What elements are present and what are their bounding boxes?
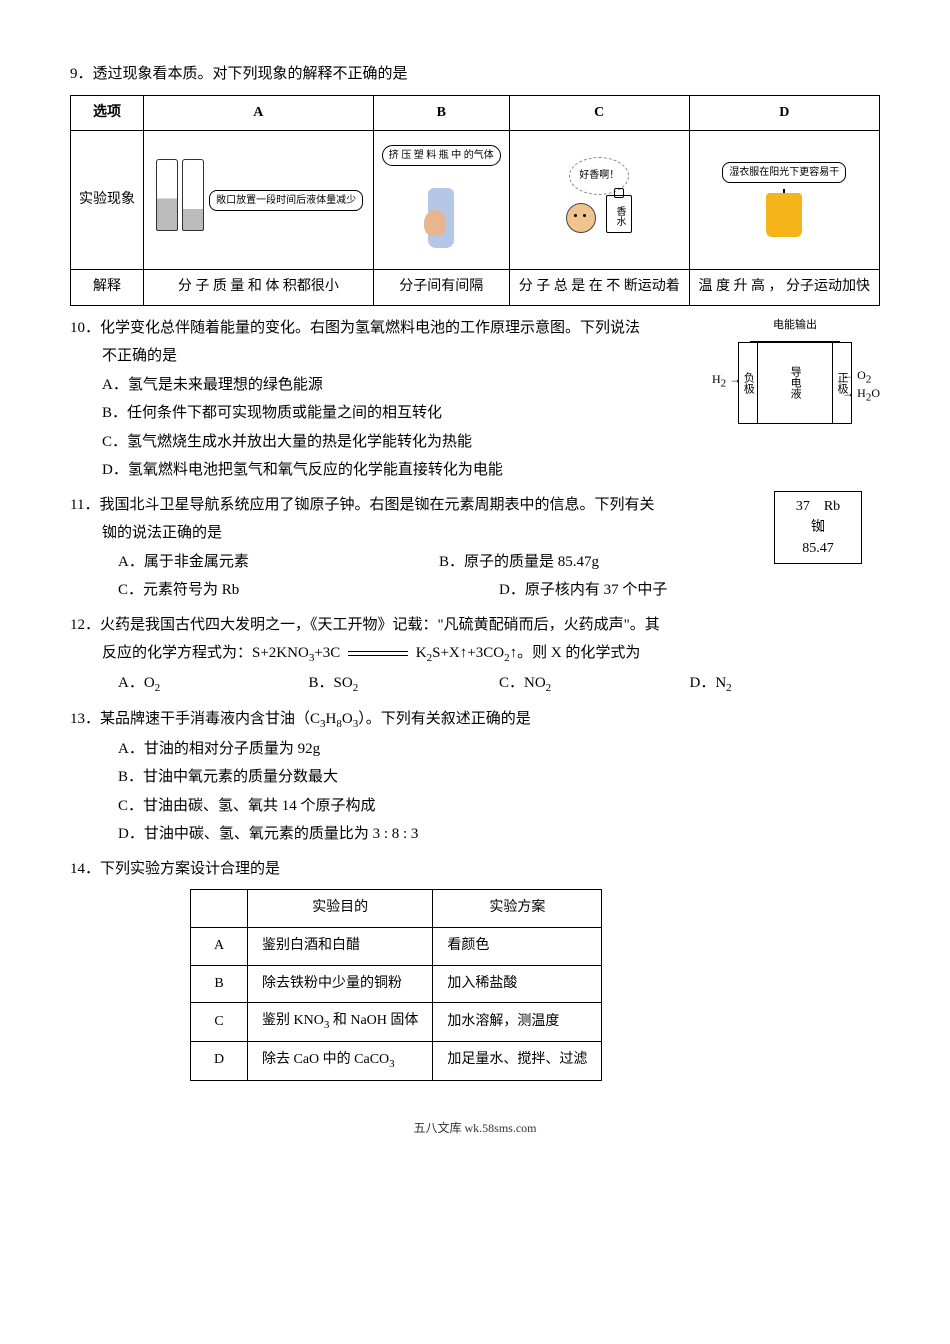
page-footer: 五八文库 wk.58sms.com	[70, 1117, 880, 1140]
fc-box: 负极 导电液 正极	[738, 342, 852, 424]
img-cell-D: 湿衣服在阳光下更容易干	[689, 131, 879, 270]
q10-optC: C．氢气燃烧生成水并放出大量的热是化学能转化为热能	[70, 428, 880, 457]
q13-text: 13．某品牌速干手消毒液内含甘油（C3H8O3）。下列有关叙述正确的是	[70, 711, 531, 727]
plan-h2: 实验目的	[248, 890, 433, 928]
img-cell-C: 好香啊！ 香水	[509, 131, 689, 270]
question-10: 电能输出 负极 导电液 正极 H2 → ← O2→ H2O 10．化学变化总伴随…	[70, 314, 880, 485]
plan-h3: 实验方案	[433, 890, 602, 928]
q11-text: 11．我国北斗卫星导航系统应用了铷原子钟。右图是铷在元素周期表中的信息。下列有关	[70, 497, 654, 513]
plan-C-purpose: 鉴别 KNO3 和 NaOH 固体	[248, 1003, 433, 1042]
q12-optA: A．O2	[118, 669, 309, 699]
question-9: 9．透过现象看本质。对下列现象的解释不正确的是	[70, 60, 880, 89]
explain-D: 温 度 升 高 ， 分子运动加快	[689, 270, 879, 306]
q13-optA: A．甘油的相对分子质量为 92g	[70, 735, 880, 764]
elem-line1: 37 Rb	[775, 496, 861, 517]
table-row: 解释 分 子 质 量 和 体 积都很小 分子间有间隔 分 子 总 是 在 不 断…	[71, 270, 880, 306]
plan-C-method: 加水溶解，测温度	[433, 1003, 602, 1042]
plan-C: C	[191, 1003, 248, 1042]
plan-B: B	[191, 965, 248, 1003]
q12-optB: B．SO2	[309, 669, 500, 699]
clothes-icon	[762, 185, 806, 241]
explain-B: 分子间有间隔	[373, 270, 509, 306]
q14-text: 14．下列实验方案设计合理的是	[70, 861, 280, 877]
q14-table: 实验目的 实验方案 A 鉴别白酒和白醋 看颜色 B 除去铁粉中少量的铜粉 加入稀…	[190, 889, 602, 1080]
table-row: C 鉴别 KNO3 和 NaOH 固体 加水溶解，测温度	[191, 1003, 602, 1042]
explain-C: 分 子 总 是 在 不 断运动着	[509, 270, 689, 306]
person-perfume-icon: 香水	[566, 195, 632, 244]
img-cell-A: 敞口放置一段时间后液体量减少	[144, 131, 374, 270]
q10-text: 10．化学变化总伴随着能量的变化。右图为氢氧燃料电池的工作原理示意图。下列说法	[70, 320, 640, 336]
arrow-line-icon	[750, 341, 840, 342]
table-row: 选项 A B C D	[71, 95, 880, 131]
plan-B-purpose: 除去铁粉中少量的铜粉	[248, 965, 433, 1003]
q12-optD: D．N2	[690, 669, 881, 699]
q13-optC: C．甘油由碳、氢、氧共 14 个原子构成	[70, 792, 880, 821]
q11-optD: D．原子核内有 37 个中子	[499, 576, 880, 605]
table-row: 实验目的 实验方案	[191, 890, 602, 928]
fc-h2-label: H2 →	[712, 372, 741, 391]
question-13: 13．某品牌速干手消毒液内含甘油（C3H8O3）。下列有关叙述正确的是 A．甘油…	[70, 705, 880, 849]
q12-equation: 反应的化学方程式为：S+2KNO3+3C K2S+X↑+3CO2↑。则 X 的化…	[70, 639, 880, 669]
element-box: 37 Rb 铷 85.47	[774, 491, 862, 564]
img-cell-B: 挤 压 塑 料 瓶 中 的气体	[373, 131, 509, 270]
fc-mid: 导电液	[758, 343, 832, 423]
row-label: 解释	[71, 270, 144, 306]
fc-neg: 负极	[739, 343, 758, 423]
plan-D-purpose: 除去 CaO 中的 CaCO3	[248, 1041, 433, 1080]
row-label: 实验现象	[71, 131, 144, 270]
col-A: A	[144, 95, 374, 131]
plan-B-method: 加入稀盐酸	[433, 965, 602, 1003]
col-B: B	[373, 95, 509, 131]
plan-A-method: 看颜色	[433, 927, 602, 965]
q11-optB: B．原子的质量是 85.47g	[439, 548, 760, 577]
bubble-note: 敞口放置一段时间后液体量减少	[209, 190, 363, 211]
col-D: D	[689, 95, 879, 131]
question-14: 14．下列实验方案设计合理的是 实验目的 实验方案 A 鉴别白酒和白醋 看颜色 …	[70, 855, 880, 1081]
squeeze-bottle-icon	[428, 168, 454, 259]
row-label: 选项	[71, 95, 144, 131]
plan-D-method: 加足量水、搅拌、过滤	[433, 1041, 602, 1080]
q11-options: A．属于非金属元素 B．原子的质量是 85.47g C．元素符号为 Rb D．原…	[70, 548, 880, 605]
plan-D: D	[191, 1041, 248, 1080]
bubble-note: 湿衣服在阳光下更容易干	[722, 162, 846, 183]
q13-optB: B．甘油中氧元素的质量分数最大	[70, 763, 880, 792]
fc-top-label: 电能输出	[710, 318, 880, 332]
q12-optC: C．NO2	[499, 669, 690, 699]
q9-text: 9．透过现象看本质。对下列现象的解释不正确的是	[70, 66, 408, 82]
q13-optD: D．甘油中碳、氢、氧元素的质量比为 3 : 8 : 3	[70, 820, 880, 849]
q9-table: 选项 A B C D 实验现象 敞口放置一段时间后液体量减少 挤 压 塑 料 瓶…	[70, 95, 880, 306]
fuel-cell-diagram: 电能输出 负极 导电液 正极 H2 → ← O2→ H2O	[710, 318, 880, 424]
equation-bar-icon	[348, 651, 408, 656]
table-row: B 除去铁粉中少量的铜粉 加入稀盐酸	[191, 965, 602, 1003]
q10-optD: D．氢氧燃料电池把氢气和氧气反应的化学能直接转化为电能	[70, 456, 880, 485]
table-row: A 鉴别白酒和白醋 看颜色	[191, 927, 602, 965]
question-11: 37 Rb 铷 85.47 11．我国北斗卫星导航系统应用了铷原子钟。右图是铷在…	[70, 491, 880, 605]
plan-A-purpose: 鉴别白酒和白醋	[248, 927, 433, 965]
fc-o2-h2o-label: ← O2→ H2O	[842, 368, 880, 405]
question-12: 12．火药是我国古代四大发明之一，《天工开物》记载："凡硫黄配硝而后，火药成声"…	[70, 611, 880, 699]
q12-text: 12．火药是我国古代四大发明之一，《天工开物》记载："凡硫黄配硝而后，火药成声"…	[70, 617, 660, 633]
elem-line2: 铷	[775, 517, 861, 538]
q12-options: A．O2 B．SO2 C．NO2 D．N2	[70, 669, 880, 699]
col-C: C	[509, 95, 689, 131]
plan-A: A	[191, 927, 248, 965]
table-row: 实验现象 敞口放置一段时间后液体量减少 挤 压 塑 料 瓶 中 的气体 好香啊！…	[71, 131, 880, 270]
plan-h1	[191, 890, 248, 928]
bubble-note: 挤 压 塑 料 瓶 中 的气体	[382, 145, 501, 166]
explain-A: 分 子 质 量 和 体 积都很小	[144, 270, 374, 306]
q11-text2: 铷的说法正确的是	[70, 519, 880, 548]
q11-optC: C．元素符号为 Rb	[118, 576, 499, 605]
table-row: D 除去 CaO 中的 CaCO3 加足量水、搅拌、过滤	[191, 1041, 602, 1080]
cylinders-icon	[154, 159, 206, 242]
q11-optA: A．属于非金属元素	[118, 548, 439, 577]
elem-line3: 85.47	[775, 538, 861, 559]
